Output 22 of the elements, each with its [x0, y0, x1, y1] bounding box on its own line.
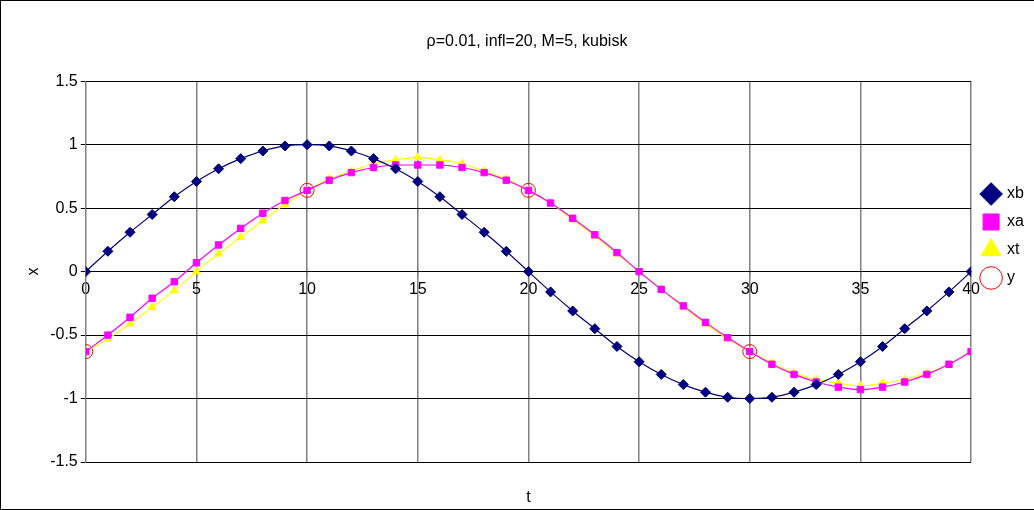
y-tick-label: -1.5	[50, 452, 78, 470]
legend-label: y	[1007, 268, 1016, 286]
y-tick-label: 0	[68, 262, 78, 280]
legend-label: xb	[1007, 184, 1025, 202]
x-tick-label: 40	[962, 279, 981, 297]
y-tick-label: 1	[68, 135, 78, 153]
x-tick-label: 10	[298, 279, 317, 297]
x-tick-label: 25	[630, 279, 649, 297]
x-tick-label: 35	[851, 279, 870, 297]
x-tick-label: 30	[740, 279, 759, 297]
y-axis-title: x	[24, 267, 42, 276]
y-tick-label: 1.5	[55, 71, 78, 89]
legend-label: xa	[1007, 212, 1025, 230]
x-tick-label: 15	[408, 279, 427, 297]
legend-label: xt	[1007, 240, 1021, 258]
x-axis-title: t	[526, 488, 532, 506]
y-tick-label: -1	[63, 388, 78, 406]
y-tick-label: 0.5	[55, 198, 78, 216]
x-tick-label: 5	[191, 279, 201, 297]
chart-title: ρ=0.01, infl=20, M=5, kubisk	[426, 32, 629, 50]
x-tick-label: 20	[519, 279, 538, 297]
y-tick-label: -0.5	[50, 325, 78, 343]
